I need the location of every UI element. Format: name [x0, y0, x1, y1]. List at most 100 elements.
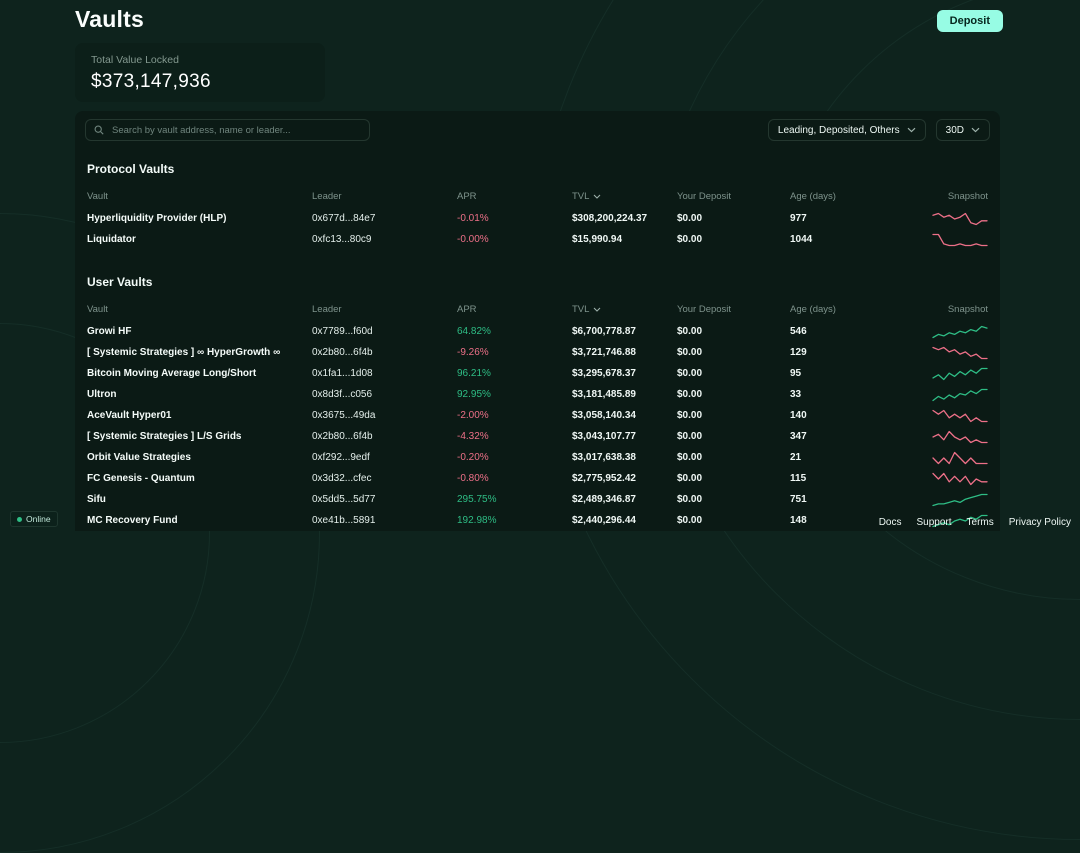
search-input[interactable]	[110, 123, 361, 137]
vault-tvl: $3,017,638.38	[572, 452, 636, 463]
vault-age: 347	[790, 431, 807, 442]
vault-snapshot-sparkline	[932, 388, 988, 402]
vault-row[interactable]: [ Systemic Strategies ] ∞ HyperGrowth ∞ …	[85, 342, 990, 363]
chevron-down-icon	[907, 127, 916, 133]
vault-your-deposit: $0.00	[677, 389, 703, 400]
vault-apr: -0.80%	[457, 473, 489, 484]
column-header-tvl-label: TVL	[572, 191, 590, 202]
vault-leader: 0x5dd5...5d77	[312, 494, 376, 505]
user-table-header: Vault Leader APR TVL Your Deposit Age (d…	[85, 302, 990, 317]
vault-name[interactable]: Bitcoin Moving Average Long/Short	[87, 368, 257, 379]
vault-row[interactable]: Orbit Value Strategies 0xf292...9edf -0.…	[85, 447, 990, 468]
vault-apr: 92.95%	[457, 389, 491, 400]
search-box[interactable]	[85, 119, 370, 141]
vault-name[interactable]: Liquidator	[87, 234, 136, 245]
column-header-apr: APR	[457, 304, 477, 315]
vault-name[interactable]: FC Genesis - Quantum	[87, 473, 195, 484]
vault-your-deposit: $0.00	[677, 431, 703, 442]
vault-your-deposit: $0.00	[677, 213, 703, 224]
vault-name[interactable]: MC Recovery Fund	[87, 515, 178, 526]
page-header: Vaults Deposit	[0, 0, 1080, 33]
vault-leader: 0x1fa1...1d08	[312, 368, 373, 379]
vault-snapshot-sparkline	[932, 325, 988, 339]
vault-tvl: $2,440,296.44	[572, 515, 636, 526]
vault-leader: 0xfc13...80c9	[312, 234, 372, 245]
protocol-table-header: Vault Leader APR TVL Your Deposit Age (d…	[85, 189, 990, 204]
sort-chevron-icon	[594, 194, 601, 199]
vault-snapshot-sparkline	[932, 514, 988, 528]
vault-leader: 0xe41b...5891	[312, 515, 376, 526]
vault-row[interactable]: MC Recovery Fund 0xe41b...5891 192.98% $…	[85, 510, 990, 531]
vault-row[interactable]: Bitcoin Moving Average Long/Short 0x1fa1…	[85, 363, 990, 384]
column-header-tvl[interactable]: TVL	[572, 304, 677, 315]
footer-link-support[interactable]: Support	[916, 517, 952, 528]
vault-row[interactable]: FC Genesis - Quantum 0x3d32...cfec -0.80…	[85, 468, 990, 489]
protocol-vaults-heading: Protocol Vaults	[87, 162, 175, 176]
vault-name[interactable]: Hyperliquidity Provider (HLP)	[87, 213, 227, 224]
vault-snapshot-sparkline	[932, 233, 988, 247]
vault-snapshot-sparkline	[932, 346, 988, 360]
vault-row[interactable]: Liquidator 0xfc13...80c9 -0.00% $15,990.…	[85, 229, 990, 250]
vault-tvl: $2,775,952.42	[572, 473, 636, 484]
vault-row[interactable]: AceVault Hyper01 0x3675...49da -2.00% $3…	[85, 405, 990, 426]
vault-tvl: $2,489,346.87	[572, 494, 636, 505]
column-header-vault: Vault	[87, 191, 108, 202]
column-header-leader: Leader	[312, 304, 342, 315]
vaults-panel: Leading, Deposited, Others 30D Protocol …	[75, 111, 1000, 531]
vault-name[interactable]: [ Systemic Strategies ] L/S Grids	[87, 431, 242, 442]
vault-snapshot-sparkline	[932, 451, 988, 465]
column-header-tvl-label: TVL	[572, 304, 590, 315]
vault-age: 95	[790, 368, 802, 379]
vault-name[interactable]: Orbit Value Strategies	[87, 452, 191, 463]
vault-apr: 96.21%	[457, 368, 491, 379]
vault-your-deposit: $0.00	[677, 326, 703, 337]
vault-age: 546	[790, 326, 807, 337]
column-header-age: Age (days)	[790, 304, 836, 315]
vault-your-deposit: $0.00	[677, 515, 703, 526]
vault-row[interactable]: [ Systemic Strategies ] L/S Grids 0x2b80…	[85, 426, 990, 447]
vault-name[interactable]: Sifu	[87, 494, 106, 505]
vault-your-deposit: $0.00	[677, 234, 703, 245]
vault-row[interactable]: Hyperliquidity Provider (HLP) 0x677d...8…	[85, 208, 990, 229]
vault-age: 115	[790, 473, 807, 484]
column-header-tvl[interactable]: TVL	[572, 191, 677, 202]
dropdown-group: Leading, Deposited, Others 30D	[767, 119, 990, 141]
user-vaults-rows: Growi HF 0x7789...f60d 64.82% $6,700,778…	[85, 321, 990, 531]
vault-your-deposit: $0.00	[677, 473, 703, 484]
column-header-vault: Vault	[87, 304, 108, 315]
period-dropdown[interactable]: 30D	[935, 119, 990, 141]
vault-row[interactable]: Ultron 0x8d3f...c056 92.95% $3,181,485.8…	[85, 384, 990, 405]
vault-tvl: $308,200,224.37	[572, 213, 648, 224]
vault-your-deposit: $0.00	[677, 494, 703, 505]
vault-snapshot-sparkline	[932, 212, 988, 226]
vault-leader: 0x2b80...6f4b	[312, 431, 373, 442]
vault-row[interactable]: Sifu 0x5dd5...5d77 295.75% $2,489,346.87…	[85, 489, 990, 510]
footer-link-terms[interactable]: Terms	[966, 517, 994, 528]
column-header-leader: Leader	[312, 191, 342, 202]
vault-name[interactable]: Growi HF	[87, 326, 132, 337]
vault-age: 129	[790, 347, 807, 358]
toolbar: Leading, Deposited, Others 30D	[85, 119, 990, 141]
vault-apr: -2.00%	[457, 410, 489, 421]
column-header-apr: APR	[457, 191, 477, 202]
tvl-value: $373,147,936	[91, 71, 211, 92]
footer-link-docs[interactable]: Docs	[878, 517, 902, 528]
filter-dropdown-label: Leading, Deposited, Others	[777, 124, 900, 136]
footer-links: Docs Support Terms Privacy Policy	[879, 517, 1071, 528]
online-status-badge: Online	[10, 511, 58, 527]
vault-apr: 295.75%	[457, 494, 497, 505]
vault-tvl: $3,058,140.34	[572, 410, 636, 421]
vault-age: 751	[790, 494, 807, 505]
vault-name[interactable]: Ultron	[87, 389, 117, 400]
deposit-button[interactable]: Deposit	[936, 10, 1003, 32]
vault-tvl: $3,295,678.37	[572, 368, 636, 379]
vault-leader: 0xf292...9edf	[312, 452, 370, 463]
online-label: Online	[26, 514, 51, 524]
footer-link-privacy-policy[interactable]: Privacy Policy	[1008, 517, 1071, 528]
vault-name[interactable]: [ Systemic Strategies ] ∞ HyperGrowth ∞	[87, 347, 281, 358]
vault-name[interactable]: AceVault Hyper01	[87, 410, 172, 421]
vault-your-deposit: $0.00	[677, 368, 703, 379]
filter-dropdown[interactable]: Leading, Deposited, Others	[767, 119, 926, 141]
vault-apr: 64.82%	[457, 326, 491, 337]
vault-row[interactable]: Growi HF 0x7789...f60d 64.82% $6,700,778…	[85, 321, 990, 342]
